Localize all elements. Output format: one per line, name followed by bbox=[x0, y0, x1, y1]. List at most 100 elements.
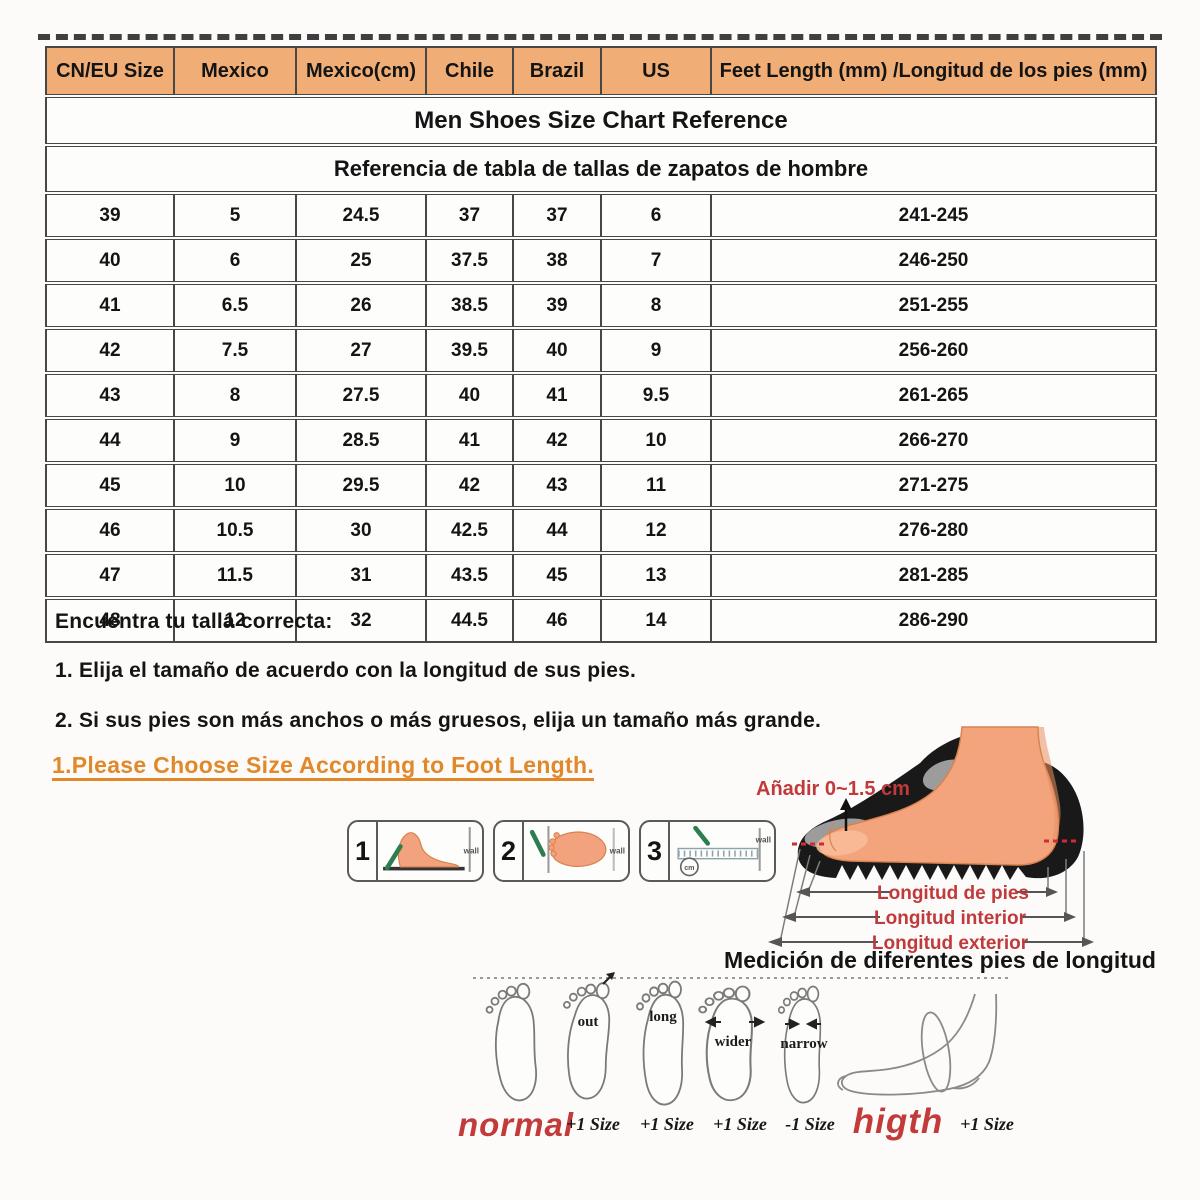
table-row: 39 5 24.5 37 37 6 241-245 bbox=[45, 191, 1157, 239]
measure-step-1: 1 wall bbox=[347, 820, 484, 882]
col-header-feet-length: Feet Length (mm) /Longitud de los pies (… bbox=[710, 46, 1157, 97]
table-row: 44 9 28.5 41 42 10 266-270 bbox=[45, 416, 1157, 464]
table-cell: 256-260 bbox=[710, 326, 1157, 374]
measure-section-heading: 1.Please Choose Size According to Foot L… bbox=[52, 752, 595, 778]
table-cell: 7 bbox=[600, 236, 712, 284]
measure-step-3: 3 cm wall bbox=[639, 820, 776, 882]
table-header-row: CN/EU Size Mexico Mexico(cm) Chile Brazi… bbox=[45, 46, 1157, 97]
footprint-out bbox=[558, 980, 613, 1101]
table-cell: 271-275 bbox=[710, 461, 1157, 509]
tape-loop-icon bbox=[920, 1011, 952, 1093]
step-number: 2 bbox=[495, 822, 524, 880]
step-3-diagram: cm wall bbox=[670, 822, 774, 880]
table-title-rows: Men Shoes Size Chart Reference Referenci… bbox=[45, 94, 1157, 194]
table-cell: 6 bbox=[173, 236, 297, 284]
pencil-icon bbox=[693, 825, 711, 846]
table-cell: 10 bbox=[173, 461, 297, 509]
table-cell: 6.5 bbox=[173, 281, 297, 329]
table-cell: 42 bbox=[425, 461, 514, 509]
col-header-brazil: Brazil bbox=[512, 46, 602, 97]
foot-label-long: long bbox=[649, 1009, 677, 1025]
table-cell: 43 bbox=[45, 371, 175, 419]
length-label-inner: Longitud interior bbox=[874, 908, 1027, 929]
footprint-normal bbox=[484, 982, 541, 1104]
table-cell: 251-255 bbox=[710, 281, 1157, 329]
wall-label: wall bbox=[463, 847, 479, 856]
table-row: 40 6 25 37.5 38 7 246-250 bbox=[45, 236, 1157, 284]
step-number: 3 bbox=[641, 822, 670, 880]
size-adjust-label: -1 Size bbox=[785, 1114, 835, 1134]
table-subtitle-row: Referencia de tabla de tallas de zapatos… bbox=[45, 143, 1157, 194]
table-cell: 9.5 bbox=[600, 371, 712, 419]
table-cell: 246-250 bbox=[710, 236, 1157, 284]
table-cell: 281-285 bbox=[710, 551, 1157, 599]
wall-label: wall bbox=[755, 835, 771, 844]
measure-connectors bbox=[779, 848, 1085, 943]
table-cell: 37 bbox=[425, 191, 514, 239]
table-cell: 43 bbox=[512, 461, 602, 509]
size-adjust-label: +1 Size bbox=[960, 1114, 1014, 1134]
measure-steps: 1 wall 2 bbox=[347, 820, 776, 882]
table-cell: 13 bbox=[600, 551, 712, 599]
ruler-measure-icon: cm wall bbox=[677, 825, 771, 877]
table-cell: 29.5 bbox=[295, 461, 427, 509]
top-dashed-rule bbox=[38, 34, 1162, 40]
floor-line bbox=[383, 866, 465, 871]
foot-heel-to-wall-icon: wall bbox=[383, 827, 479, 872]
table-cell: 46 bbox=[512, 596, 602, 643]
wall-label: wall bbox=[609, 847, 625, 856]
table-title: Men Shoes Size Chart Reference bbox=[45, 94, 1157, 146]
table-cell: 8 bbox=[173, 371, 297, 419]
foot-angled-shape bbox=[550, 831, 607, 867]
foot-label-wider: wider bbox=[715, 1034, 752, 1050]
table-cell: 10 bbox=[600, 416, 712, 464]
col-header-us: US bbox=[600, 46, 712, 97]
table-cell: 27.5 bbox=[295, 371, 427, 419]
table-cell: 48 bbox=[45, 596, 175, 643]
col-header-chile: Chile bbox=[425, 46, 514, 97]
foot-label-out: out bbox=[578, 1014, 599, 1030]
cm-unit-label: cm bbox=[684, 864, 694, 872]
table-row: 43 8 27.5 40 41 9.5 261-265 bbox=[45, 371, 1157, 419]
table-header: CN/EU Size Mexico Mexico(cm) Chile Brazi… bbox=[45, 46, 1157, 97]
table-cell: 41 bbox=[425, 416, 514, 464]
foot-label-higth: higth bbox=[852, 1102, 944, 1141]
footprint-long bbox=[636, 980, 685, 1106]
fit-note-2: 2. Si sus pies son más anchos o más grue… bbox=[55, 709, 821, 732]
step-1-diagram: wall bbox=[378, 822, 482, 880]
col-header-mexico-cm: Mexico(cm) bbox=[295, 46, 427, 97]
foot-shapes-diagram: out long wider narrow bbox=[473, 972, 1011, 1106]
table-cell: 7.5 bbox=[173, 326, 297, 374]
table-cell: 30 bbox=[295, 506, 427, 554]
cm-badge-icon bbox=[679, 857, 699, 877]
table-cell: 44 bbox=[512, 506, 602, 554]
table-cell: 41 bbox=[45, 281, 175, 329]
table-cell: 31 bbox=[295, 551, 427, 599]
table-cell: 39 bbox=[512, 281, 602, 329]
table-cell: 12 bbox=[600, 506, 712, 554]
measure-caption: Medición de diferentes pies de longitud bbox=[724, 947, 1156, 973]
table-row: 41 6.5 26 38.5 39 8 251-255 bbox=[45, 281, 1157, 329]
table-row: 42 7.5 27 39.5 40 9 256-260 bbox=[45, 326, 1157, 374]
table-cell: 39.5 bbox=[425, 326, 514, 374]
table-cell: 42 bbox=[512, 416, 602, 464]
table-cell: 44.5 bbox=[425, 596, 514, 643]
col-header-mexico: Mexico bbox=[173, 46, 297, 97]
step-2-diagram: wall bbox=[524, 822, 628, 880]
table-cell: 9 bbox=[600, 326, 712, 374]
table-row: 46 10.5 30 42.5 44 12 276-280 bbox=[45, 506, 1157, 554]
foot-side-shape bbox=[397, 832, 460, 868]
step-number: 1 bbox=[349, 822, 378, 880]
table-row: 48 12 32 44.5 46 14 286-290 bbox=[45, 596, 1157, 643]
table-title-row: Men Shoes Size Chart Reference bbox=[45, 94, 1157, 146]
length-label-feet: Longitud de pies bbox=[877, 883, 1029, 904]
table-cell: 40 bbox=[425, 371, 514, 419]
measure-lines bbox=[780, 891, 1082, 943]
high-arch-foot bbox=[837, 993, 998, 1096]
table-cell: 45 bbox=[512, 551, 602, 599]
table-cell: 27 bbox=[295, 326, 427, 374]
table-cell: 9 bbox=[173, 416, 297, 464]
table-body: 39 5 24.5 37 37 6 241-245 40 6 25 37.5 38 7 246-250 41… bbox=[45, 191, 1157, 643]
table-cell: 40 bbox=[45, 236, 175, 284]
